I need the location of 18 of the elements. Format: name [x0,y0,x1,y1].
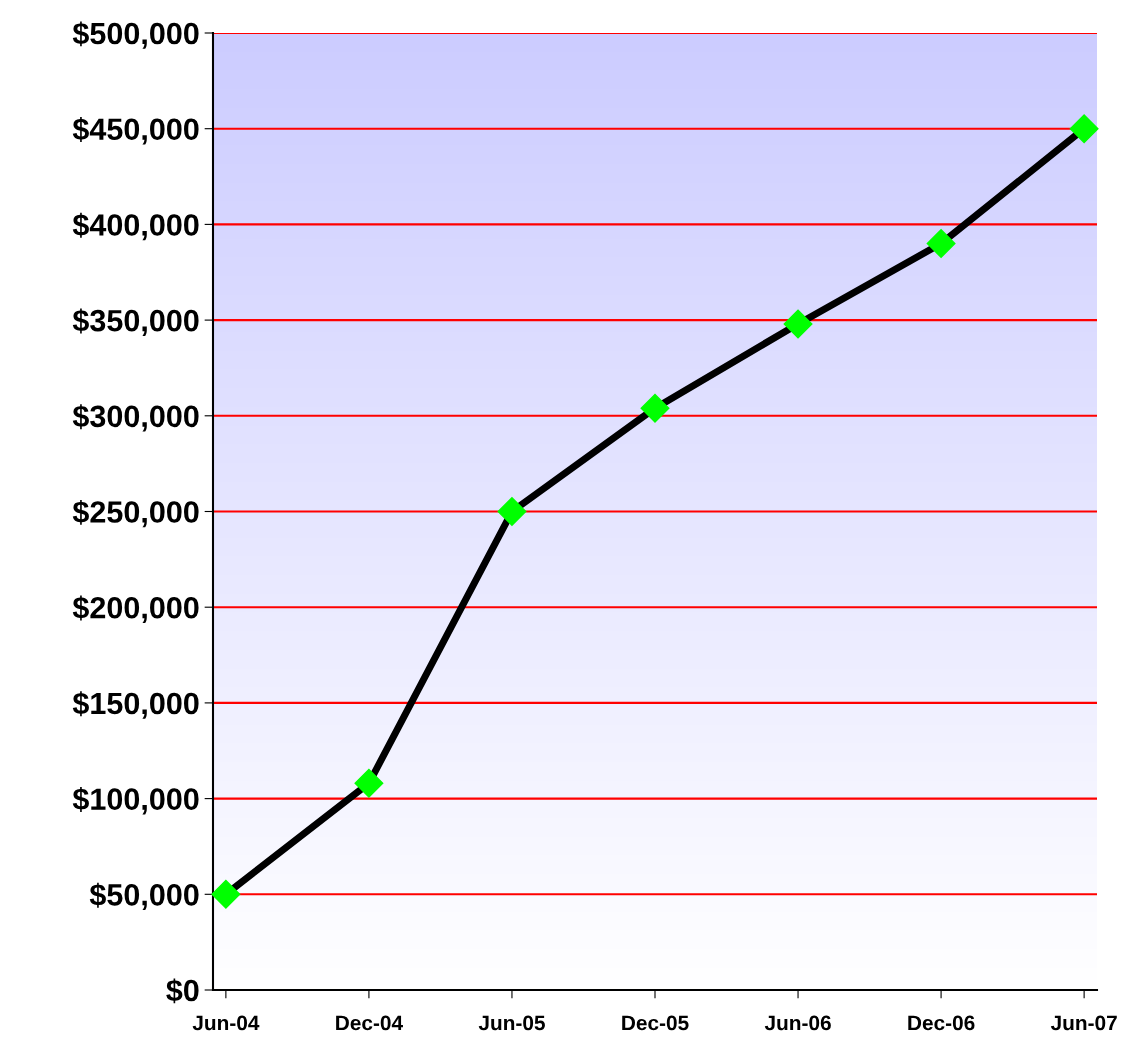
y-tick-label: $350,000 [72,308,199,336]
y-tick-label: $450,000 [72,117,199,145]
y-tick-label: $500,000 [72,21,199,49]
y-tick-label: $50,000 [89,882,199,911]
x-tick-label: Dec-04 [336,1015,403,1031]
x-tick-label: Jun-04 [192,1015,260,1031]
x-tick-label: Jun-07 [1050,1015,1117,1031]
y-tick-label: $150,000 [72,691,199,719]
x-tick-label: Dec-06 [908,1015,975,1031]
x-tick-label: Jun-05 [478,1015,545,1031]
y-tick-label: $400,000 [72,212,199,241]
x-tick-label: Dec-05 [622,1015,689,1031]
y-tick-label: $100,000 [72,786,199,815]
y-tick-label: $300,000 [72,404,199,432]
y-tick-label: $250,000 [72,499,199,528]
y-tick-label: $200,000 [72,595,199,623]
x-tick-label: Jun-06 [764,1015,831,1031]
y-tick-label: $0 [166,978,199,1004]
